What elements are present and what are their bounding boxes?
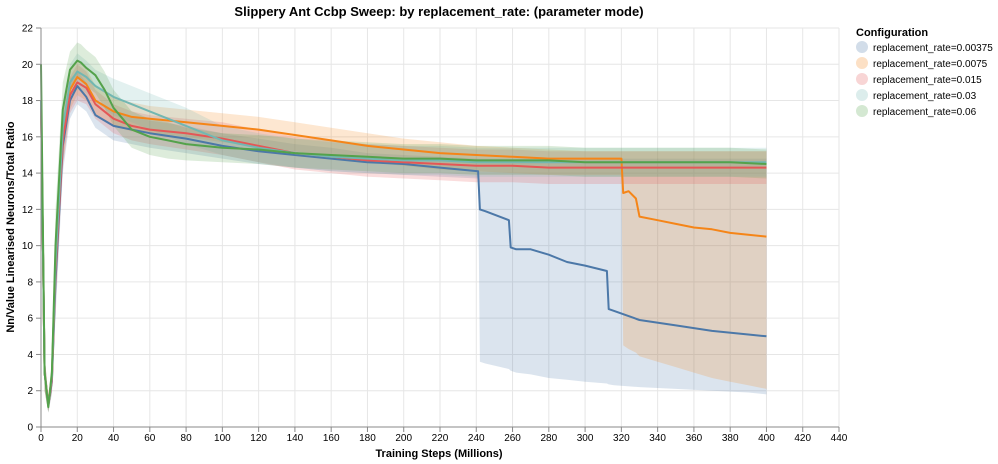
legend-symbol <box>856 105 868 117</box>
x-tick-label: 440 <box>831 433 848 444</box>
series-lines <box>40 59 767 409</box>
y-tick-label: 4 <box>27 350 33 361</box>
x-tick-label: 20 <box>72 433 84 444</box>
chart-grid <box>40 27 840 428</box>
y-tick-label: 0 <box>27 423 33 434</box>
x-tick-label: 400 <box>758 433 775 444</box>
x-tick-label: 120 <box>250 433 267 444</box>
x-tick-label: 220 <box>432 433 449 444</box>
legend: Configuration replacement_rate=0.00375re… <box>856 27 993 118</box>
y-tick-label: 22 <box>22 24 34 35</box>
x-tick-label: 260 <box>504 433 521 444</box>
y-tick-label: 16 <box>22 132 34 143</box>
x-axis-title: Training Steps (Millions) <box>375 448 502 460</box>
y-tick-label: 2 <box>27 386 33 397</box>
legend-symbol <box>856 41 868 53</box>
x-tick-label: 360 <box>686 433 703 444</box>
x-tick-label: 140 <box>287 433 304 444</box>
x-tick-label: 320 <box>613 433 630 444</box>
series-line-1 <box>40 76 767 405</box>
y-tick-label: 20 <box>22 60 34 71</box>
x-tick-label: 100 <box>214 433 231 444</box>
legend-symbol <box>856 89 868 101</box>
x-tick-label: 300 <box>577 433 594 444</box>
legend-label: replacement_rate=0.015 <box>873 75 982 86</box>
x-tick-label: 60 <box>144 433 156 444</box>
series-band-3 <box>41 53 767 413</box>
y-axis-title: Nn/Value Linearised Neurons/Total Ratio <box>5 121 17 333</box>
series-band-4 <box>41 42 767 413</box>
x-tick-label: 0 <box>38 433 44 444</box>
legend-label: replacement_rate=0.03 <box>873 91 977 102</box>
x-tick-label: 420 <box>794 433 811 444</box>
legend-label: replacement_rate=0.00375 <box>873 43 993 54</box>
x-tick-label: 280 <box>540 433 557 444</box>
y-tick-label: 10 <box>22 241 34 252</box>
series-line-0 <box>40 85 767 407</box>
legend-label: replacement_rate=0.06 <box>873 107 977 118</box>
x-tick-label: 340 <box>649 433 666 444</box>
series-band-2 <box>41 64 767 413</box>
legend-title: Configuration <box>856 27 928 39</box>
x-tick-label: 240 <box>468 433 485 444</box>
y-tick-label: 12 <box>22 205 34 216</box>
x-tick-label: 40 <box>108 433 120 444</box>
x-tick-label: 160 <box>323 433 340 444</box>
legend-symbol <box>856 57 868 69</box>
y-tick-label: 6 <box>27 314 33 325</box>
y-tick-label: 18 <box>22 96 34 107</box>
y-tick-label: 8 <box>27 277 33 288</box>
legend-label: replacement_rate=0.0075 <box>873 59 988 70</box>
x-tick-label: 200 <box>395 433 412 444</box>
chart-title: Slippery Ant Ccbp Sweep: by replacement_… <box>234 4 643 19</box>
chart-axes: 0 20 40 60 80 100 120 140 160 180 200 220 240 260 280 3… <box>22 24 848 445</box>
confidence-bands <box>41 42 767 413</box>
x-tick-label: 380 <box>722 433 739 444</box>
x-tick-label: 180 <box>359 433 376 444</box>
series-line-4 <box>40 59 767 409</box>
y-tick-label: 14 <box>22 169 34 180</box>
x-tick-label: 80 <box>181 433 193 444</box>
legend-symbol <box>856 73 868 85</box>
series-band-0 <box>41 64 767 413</box>
